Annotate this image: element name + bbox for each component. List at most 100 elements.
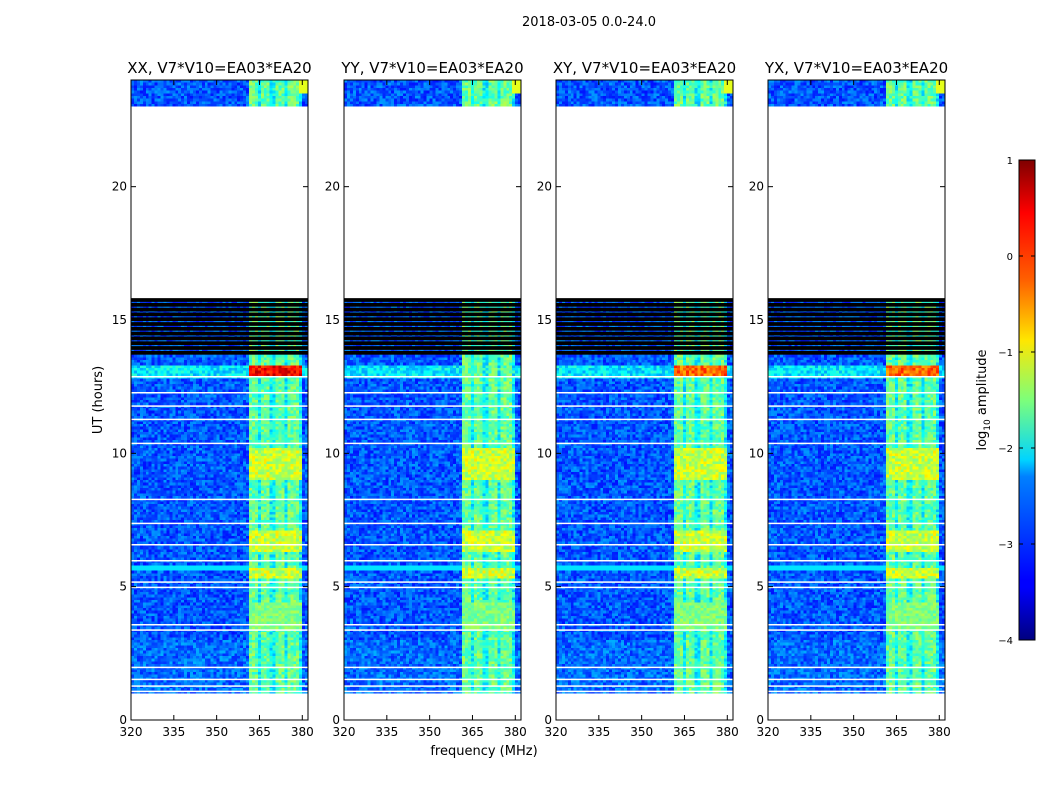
gap-line xyxy=(556,678,733,681)
x-tick-label: 380 xyxy=(716,725,739,739)
y-axis-label: UT (hours) xyxy=(91,366,106,434)
panel-frame xyxy=(343,79,522,721)
heatmap-image xyxy=(768,80,945,720)
y-tick-label: 5 xyxy=(119,580,127,594)
gap-line xyxy=(344,629,521,631)
gap-line xyxy=(768,405,945,407)
y-tick-label: 0 xyxy=(119,713,127,727)
gap-line xyxy=(768,685,945,687)
y-tick-label: 15 xyxy=(325,313,340,327)
gap-line xyxy=(556,690,733,693)
flagged-row xyxy=(344,331,521,336)
x-tick-label: 350 xyxy=(418,725,441,739)
gap-line xyxy=(344,522,521,525)
gap-line xyxy=(556,522,733,525)
panel-title: XY, V7*V10=EA03*EA20 xyxy=(553,59,736,77)
gap-line xyxy=(556,544,733,546)
flagged-row xyxy=(556,307,733,312)
gap-line xyxy=(556,418,733,421)
colorbar-label-subscript: 10 xyxy=(983,419,993,431)
gap-line xyxy=(131,678,308,681)
y-tick-label: 15 xyxy=(537,313,552,327)
heatmap-image xyxy=(344,80,521,720)
flagged-row xyxy=(556,322,733,326)
x-tick-label: 380 xyxy=(291,725,314,739)
gap-line xyxy=(344,405,521,407)
x-tick-label: 335 xyxy=(162,725,185,739)
gap-line xyxy=(344,581,521,583)
flagged-row xyxy=(344,350,521,355)
gap-line xyxy=(344,586,521,589)
x-tick-label: 350 xyxy=(630,725,653,739)
x-tick-label: 365 xyxy=(461,725,484,739)
x-tick-label: 380 xyxy=(504,725,527,739)
gap-line xyxy=(131,666,308,669)
heatmap-image xyxy=(556,80,733,720)
flagged-row xyxy=(131,322,308,326)
gap-line xyxy=(768,522,945,525)
gap-line xyxy=(768,498,945,501)
y-tick-label: 20 xyxy=(325,180,340,194)
gap-line xyxy=(131,498,308,501)
flagged-row xyxy=(344,341,521,346)
flagged-row xyxy=(344,336,521,341)
gap-line xyxy=(344,498,521,501)
colorbar-label: log10 amplitude xyxy=(975,349,993,450)
flagged-row xyxy=(556,350,733,355)
panel-title: XX, V7*V10=EA03*EA20 xyxy=(127,59,311,77)
x-tick-label: 365 xyxy=(673,725,696,739)
gap-line xyxy=(131,624,308,626)
flagged-row xyxy=(556,341,733,346)
flagged-row xyxy=(556,317,733,322)
gap-line xyxy=(131,376,308,378)
gap-line xyxy=(768,581,945,583)
y-tick-label: 0 xyxy=(756,713,764,727)
gap-line xyxy=(344,624,521,626)
y-tick-label: 10 xyxy=(537,446,552,460)
colorbar-label-log: log xyxy=(975,431,990,451)
gap-line xyxy=(556,624,733,626)
x-tick-label: 320 xyxy=(333,725,356,739)
gap-line xyxy=(556,392,733,394)
gap-line xyxy=(556,581,733,583)
figure-title: 2018-03-05 0.0-24.0 xyxy=(522,15,656,30)
y-tick-label: 0 xyxy=(332,713,340,727)
flagged-row xyxy=(768,331,945,336)
flagged-row xyxy=(344,346,521,350)
x-tick-label: 335 xyxy=(799,725,822,739)
flagged-row xyxy=(344,307,521,312)
flagged-row xyxy=(131,298,308,302)
gap-line xyxy=(768,376,945,378)
colorbar-tick-label: −2 xyxy=(998,444,1013,455)
flagged-row xyxy=(768,336,945,341)
flagged-row xyxy=(556,312,733,317)
gap-line xyxy=(768,690,945,693)
gap-line xyxy=(131,418,308,421)
flagged-row xyxy=(344,317,521,322)
gap-line xyxy=(556,685,733,687)
flagged-row xyxy=(131,341,308,346)
panel-1: YY, V7*V10=EA03*EA20 320 335 350 365 380 0 5 10 1… xyxy=(325,59,527,739)
gap-line xyxy=(344,685,521,687)
gap-line xyxy=(768,666,945,669)
flagged-row xyxy=(131,336,308,341)
gap-line xyxy=(768,560,945,562)
flagged-row xyxy=(768,312,945,317)
flagged-row xyxy=(556,326,733,331)
gap-line xyxy=(131,586,308,589)
y-tick-label: 5 xyxy=(332,580,340,594)
x-tick-label: 320 xyxy=(545,725,568,739)
flagged-row xyxy=(768,298,945,302)
gap-line xyxy=(556,629,733,631)
panel-0: XX, V7*V10=EA03*EA20 320 335 350 365 380 0 5 10 1… xyxy=(112,59,314,739)
flagged-row xyxy=(556,298,733,302)
y-tick-label: 0 xyxy=(544,713,552,727)
flagged-row xyxy=(768,341,945,346)
flagged-row xyxy=(131,307,308,312)
panel-frame xyxy=(555,79,734,721)
flagged-row xyxy=(131,326,308,331)
x-tick-label: 350 xyxy=(842,725,865,739)
panel-title: YY, V7*V10=EA03*EA20 xyxy=(340,59,523,77)
gap-line xyxy=(556,586,733,589)
